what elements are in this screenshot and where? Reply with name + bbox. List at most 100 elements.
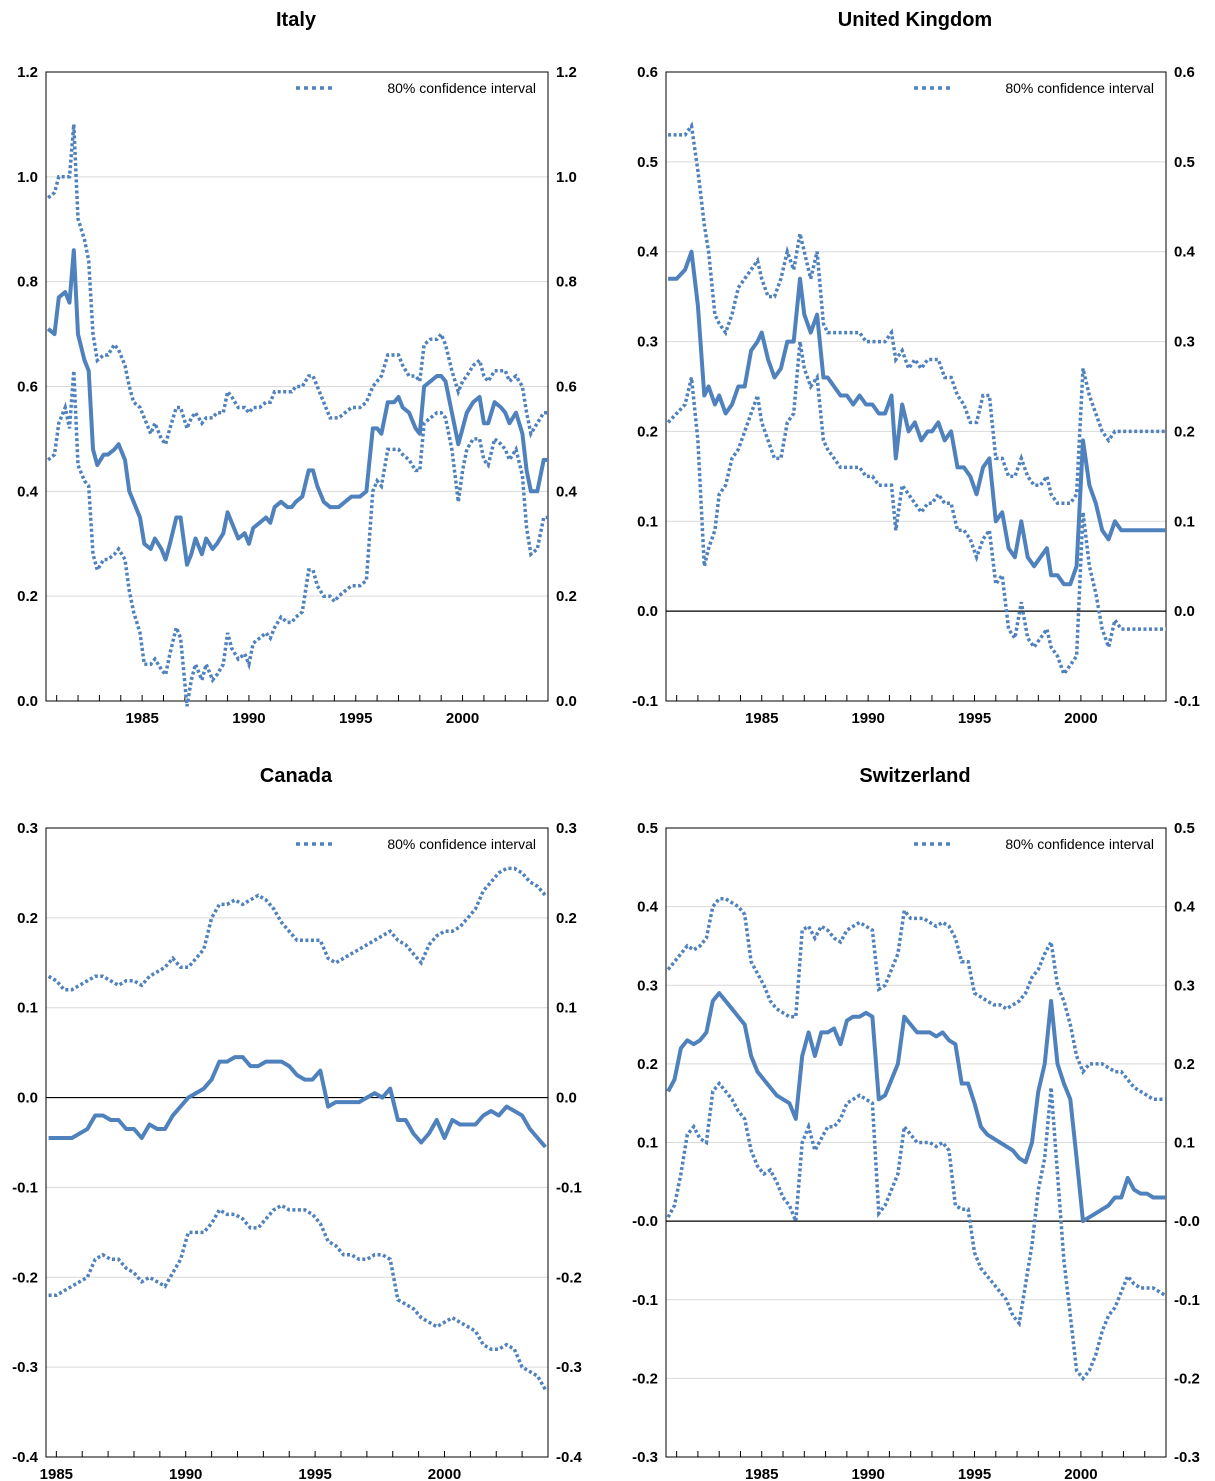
y-tick-label: -0.2 <box>12 1269 38 1286</box>
y2-tick-label: 1.2 <box>556 64 577 81</box>
y2-tick-label: 0.0 <box>556 1090 577 1107</box>
y2-tick-label: 0.3 <box>1174 334 1195 351</box>
confidence-band-line <box>48 1203 547 1391</box>
y2-tick-label: -0.2 <box>1174 1370 1200 1387</box>
estimate-line <box>666 991 1166 1224</box>
y-tick-label: -0.3 <box>12 1359 38 1376</box>
x-tick-label: 1990 <box>169 1466 202 1481</box>
estimate-line <box>668 249 1166 587</box>
x-tick-label: 1995 <box>958 710 991 727</box>
x-tick-label: 1990 <box>851 710 884 727</box>
chart-panel-1: United Kingdom -0.1 -0.1 0.0 0.0 0.1 0.1 0.2 0.2… <box>632 9 1200 727</box>
y2-tick-label: 0.2 <box>1174 1056 1195 1073</box>
y2-tick-label: 1.0 <box>556 169 577 186</box>
y-tick-label: 0.2 <box>637 1056 658 1073</box>
y-tick-label: 0.6 <box>17 379 38 396</box>
x-tick-label: 1985 <box>40 1466 73 1481</box>
y-tick-label: 0.3 <box>637 334 658 351</box>
plot-area-frame <box>45 71 549 702</box>
legend-label: 80% confidence interval <box>387 80 536 96</box>
y-tick-label: -0.4 <box>12 1449 39 1466</box>
y2-tick-label: 0.8 <box>556 274 577 291</box>
chart-panel-0: Italy 0.0 0.0 0.2 0.2 0.4 0.4 0.6 0.6 0.8 0.8 1.0 1.… <box>17 9 577 727</box>
y2-tick-label: 0.0 <box>1174 603 1195 620</box>
legend-label: 80% confidence interval <box>1005 80 1154 96</box>
y2-tick-label: 0.6 <box>556 379 577 396</box>
y2-tick-label: 0.4 <box>1174 899 1196 916</box>
y-tick-label: 0.5 <box>637 820 658 837</box>
confidence-band-line <box>46 124 548 449</box>
y-tick-label: 0.6 <box>637 64 658 81</box>
x-tick-label: 1995 <box>339 710 372 727</box>
chart-title: Switzerland <box>859 765 970 787</box>
y2-tick-label: 0.5 <box>1174 820 1195 837</box>
y2-tick-label: 0.0 <box>556 693 577 710</box>
x-tick-label: 1990 <box>232 710 265 727</box>
x-tick-label: 1985 <box>745 710 778 727</box>
y2-tick-label: -0.4 <box>556 1449 583 1466</box>
x-tick-label: 1985 <box>745 1466 778 1481</box>
x-tick-label: 2000 <box>1064 1466 1097 1481</box>
estimate-line <box>46 248 548 567</box>
y2-tick-label: 0.1 <box>556 1000 577 1017</box>
confidence-band-line <box>47 866 547 992</box>
x-tick-label: 1995 <box>298 1466 331 1481</box>
y2-tick-label: 0.5 <box>1174 154 1195 171</box>
y-tick-label: 1.2 <box>17 64 38 81</box>
confidence-band-line <box>666 341 1166 678</box>
x-tick-label: 1990 <box>851 1466 884 1481</box>
plot-area-frame <box>665 827 1167 1458</box>
y-tick-label: -0.1 <box>632 1292 658 1309</box>
y-tick-label: 0.4 <box>637 244 659 261</box>
y-tick-label: 0.1 <box>637 1135 658 1152</box>
y-tick-label: 0.2 <box>17 910 38 927</box>
chart-title: Italy <box>276 9 317 31</box>
y2-tick-label: -0.1 <box>556 1179 582 1196</box>
y2-tick-label: 0.2 <box>556 588 577 605</box>
chart-panel-3: Switzerland -0.3 -0.3 -0.2 -0.2 -0.1 -0.1 -0.0 -… <box>632 765 1200 1481</box>
y2-tick-label: 0.2 <box>1174 423 1195 440</box>
plot-area-frame <box>45 827 549 1458</box>
y-tick-label: 0.0 <box>17 693 38 710</box>
y-tick-label: 0.4 <box>17 483 39 500</box>
y-tick-label: -0.1 <box>632 693 658 710</box>
y-tick-label: 0.2 <box>17 588 38 605</box>
x-tick-label: 1995 <box>958 1466 991 1481</box>
x-tick-label: 2000 <box>1064 710 1097 727</box>
y2-tick-label: 0.4 <box>1174 244 1196 261</box>
x-tick-label: 2000 <box>446 710 479 727</box>
y2-tick-label: -0.2 <box>556 1269 582 1286</box>
y2-tick-label: -0.1 <box>1174 693 1200 710</box>
legend-label: 80% confidence interval <box>1005 836 1154 852</box>
y-tick-label: 0.0 <box>17 1090 38 1107</box>
y-tick-label: -0.1 <box>12 1179 38 1196</box>
confidence-band-line <box>666 897 1166 1102</box>
y2-tick-label: 0.2 <box>556 910 577 927</box>
y-tick-label: -0.2 <box>632 1370 658 1387</box>
y2-tick-label: -0.3 <box>1174 1449 1200 1466</box>
x-tick-label: 2000 <box>428 1466 461 1481</box>
y-tick-label: 0.4 <box>637 899 659 916</box>
y-tick-label: 0.1 <box>637 513 658 530</box>
confidence-band-line <box>46 370 548 707</box>
confidence-band-line <box>668 121 1166 506</box>
y-tick-label: -0.3 <box>632 1449 658 1466</box>
confidence-band-line <box>666 1080 1167 1382</box>
y-tick-label: 1.0 <box>17 169 38 186</box>
chart-title: United Kingdom <box>838 9 992 31</box>
y-tick-label: 0.2 <box>637 423 658 440</box>
y2-tick-label: 0.1 <box>1174 513 1195 530</box>
plot-area-frame <box>665 71 1167 702</box>
chart-panel-2: Canada -0.4 -0.4 -0.3 -0.3 -0.2 -0.2 -0.1 -0.1 0.… <box>12 765 582 1481</box>
legend-label: 80% confidence interval <box>387 836 536 852</box>
y2-tick-label: -0.0 <box>1174 1213 1200 1230</box>
y-tick-label: 0.1 <box>17 1000 38 1017</box>
y-tick-label: 0.0 <box>637 603 658 620</box>
x-tick-label: 1985 <box>125 710 158 727</box>
y2-tick-label: -0.3 <box>556 1359 582 1376</box>
y-tick-label: 0.8 <box>17 274 38 291</box>
y2-tick-label: 0.3 <box>1174 977 1195 994</box>
y2-tick-label: -0.1 <box>1174 1292 1200 1309</box>
y2-tick-label: 0.1 <box>1174 1135 1195 1152</box>
